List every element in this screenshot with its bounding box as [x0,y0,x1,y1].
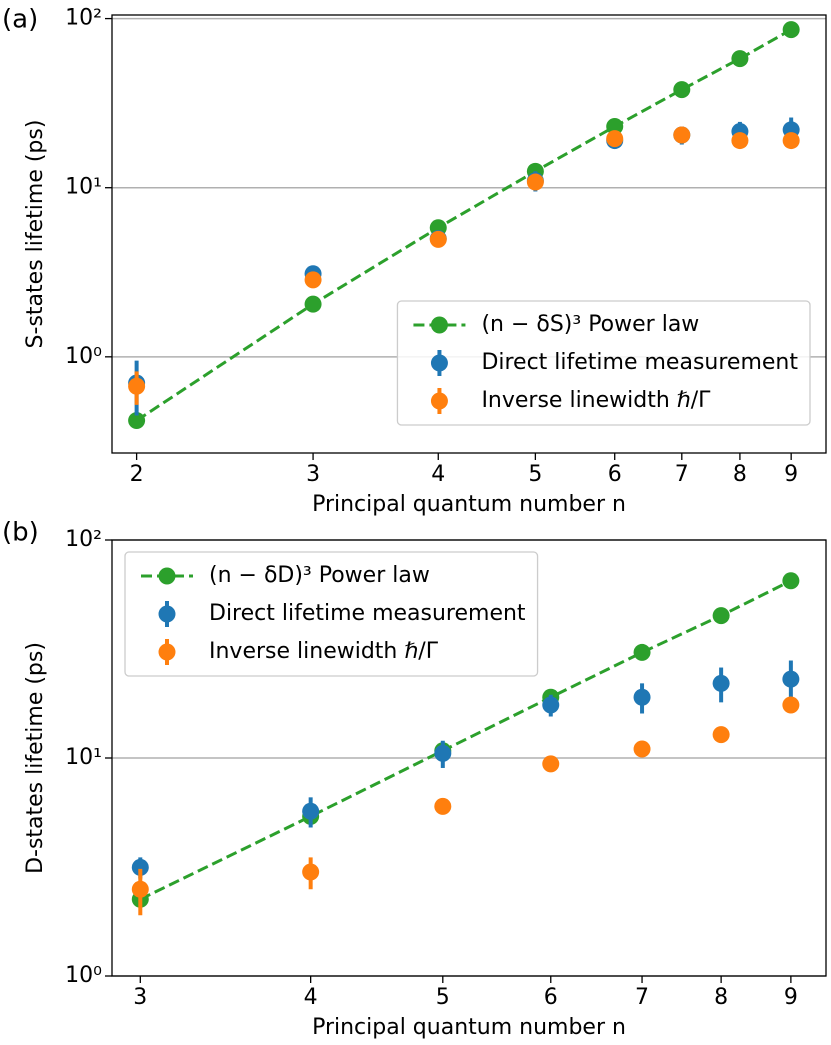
legend-box [124,551,539,677]
marker [302,802,320,820]
marker [429,230,447,248]
marker [712,607,730,625]
marker [782,132,800,150]
marker [782,21,800,39]
axes-frame [111,14,827,454]
x-tick-label: 5 [528,462,542,487]
marker [131,858,149,876]
x-axis-label: Principal quantum number n [312,492,626,517]
panel: (a) 10⁰ 10¹ 10² 2 3 4 5 6 7 8 9 Principal quantum nu… [2,5,827,517]
power-law-line [135,28,792,422]
legend-label: Direct lifetime measurement [481,350,798,375]
x-tick-label: 8 [733,462,747,487]
legend-label: Inverse linewidth ℏ/Γ [481,388,711,413]
legend-label: (n − δS)³ Power law [481,312,699,337]
marker [304,295,322,313]
marker [606,130,624,148]
marker [131,880,149,898]
x-tick-label: 4 [304,985,318,1010]
legend-label: Inverse linewidth ℏ/Γ [209,639,439,664]
marker [434,797,452,815]
x-tick-label: 2 [130,462,144,487]
y-tick-label: 10² [65,6,102,31]
marker [782,572,800,590]
x-tick-label: 9 [784,462,798,487]
marker [304,271,322,289]
marker [128,412,146,430]
marker [731,132,749,150]
y-tick-label: 10¹ [65,175,102,200]
x-tick-label: 9 [784,985,798,1010]
x-tick-label: 8 [714,985,728,1010]
marker [542,696,560,714]
x-tick-label: 5 [436,985,450,1010]
x-axis-label: Principal quantum number n [312,1015,626,1040]
marker [782,696,800,714]
y-axis-label: S-states lifetime (ps) [23,120,48,349]
panel-label: (b) [2,518,39,548]
y-tick-label: 10⁰ [65,344,102,369]
marker [712,726,730,744]
marker [673,81,691,99]
legend-marker [158,643,176,661]
legend-marker [158,605,176,623]
y-tick-label: 10² [65,527,102,552]
y-tick-label: 10⁰ [65,963,102,988]
x-tick-label: 4 [431,462,445,487]
marker [302,863,320,881]
panel-label: (a) [2,5,38,35]
legend-marker [158,567,176,585]
marker [633,740,651,758]
legend-label: (n − δD)³ Power law [209,563,430,588]
marker [128,377,146,395]
x-tick-label: 3 [306,462,320,487]
x-tick-label: 6 [608,462,622,487]
legend-marker [430,392,448,410]
panel: (b) 10⁰ 10¹ 10² 3 4 5 6 7 8 9 Principal quantum num… [2,518,827,1040]
marker [633,643,651,661]
axes-frame [111,539,827,977]
x-tick-label: 6 [544,985,558,1010]
legend-marker [430,316,448,334]
marker [606,118,624,136]
marker [434,744,452,762]
legend-marker [430,354,448,372]
marker [542,755,560,773]
marker [673,126,691,144]
y-axis-label: D-states lifetime (ps) [23,642,48,874]
marker [731,50,749,68]
x-tick-label: 3 [133,985,147,1010]
marker [633,688,651,706]
marker [526,173,544,191]
legend: (n − δS)³ Power law Direct lifetime measu… [396,300,811,426]
legend-box [396,300,811,426]
x-tick-label: 7 [635,985,649,1010]
marker [712,674,730,692]
legend-label: Direct lifetime measurement [209,601,526,626]
y-tick-label: 10¹ [65,745,102,770]
x-tick-label: 7 [675,462,689,487]
marker [782,670,800,688]
legend: (n − δD)³ Power law Direct lifetime measu… [124,551,539,677]
